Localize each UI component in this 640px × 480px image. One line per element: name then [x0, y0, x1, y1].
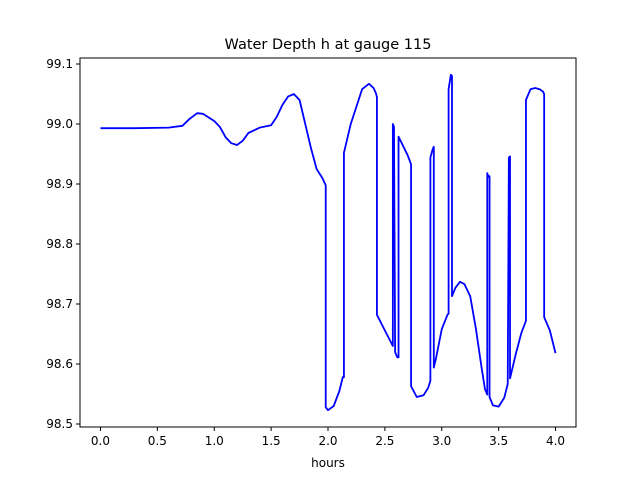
- y-tick-label: 98.5: [46, 417, 73, 431]
- x-tick-label: 4.0: [546, 434, 565, 448]
- x-tick-label: 2.0: [318, 434, 337, 448]
- x-tick-label: 2.5: [375, 434, 394, 448]
- y-tick-label: 98.9: [46, 177, 73, 191]
- y-axis: 98.5 98.6 98.7 98.8 98.9 99.0 99.1: [46, 57, 80, 431]
- x-axis-label: hours: [311, 456, 345, 470]
- y-tick-label: 99.0: [46, 117, 73, 131]
- x-tick-label: 0.5: [148, 434, 167, 448]
- y-tick-label: 98.6: [46, 357, 73, 371]
- x-tick-label: 3.5: [489, 434, 508, 448]
- series-line-0: [100, 73, 557, 412]
- y-tick-label: 99.1: [46, 57, 73, 71]
- x-tick-label: 0.0: [91, 434, 110, 448]
- x-axis: 0.0 0.5 1.0 1.5 2.0 2.5 3.0 3.5 4.0: [91, 427, 565, 448]
- chart-title: Water Depth h at gauge 115: [225, 37, 432, 53]
- y-tick-label: 98.7: [46, 297, 73, 311]
- y-tick-label: 98.8: [46, 237, 73, 251]
- x-tick-label: 3.0: [432, 434, 451, 448]
- x-tick-label: 1.5: [262, 434, 281, 448]
- x-tick-label: 1.0: [205, 434, 224, 448]
- plot-area: [100, 73, 557, 412]
